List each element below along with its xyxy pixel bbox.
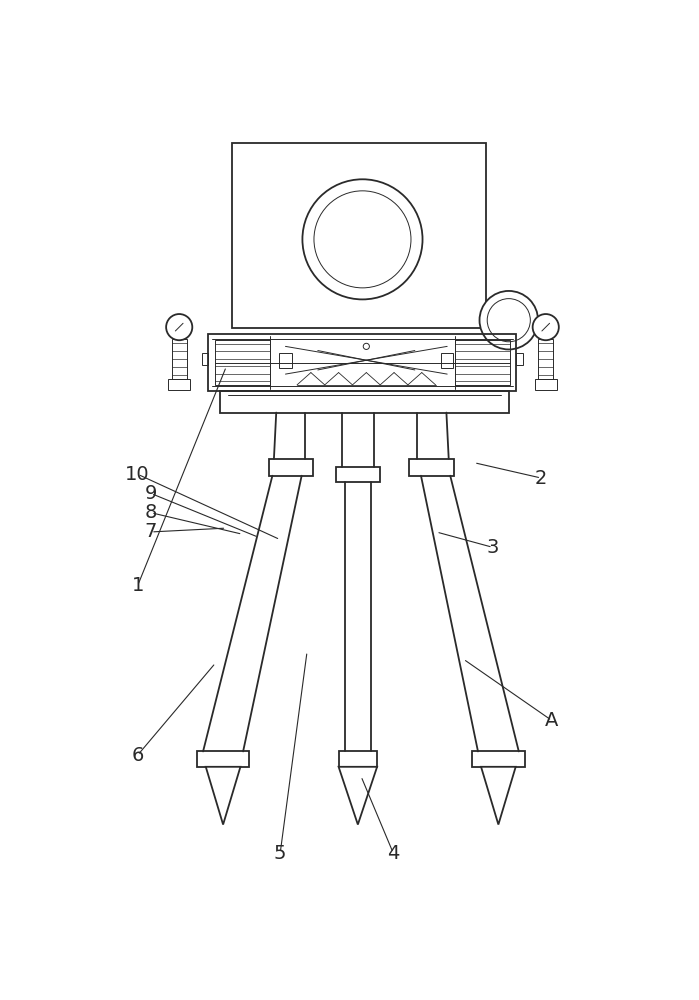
Bar [171,339,187,379]
Text: 8: 8 [145,503,157,522]
Bar [280,353,291,368]
Bar [336,466,380,482]
Text: 4: 4 [387,844,399,863]
Bar [220,391,509,413]
Text: 3: 3 [487,538,499,557]
Bar [215,340,270,385]
Bar [208,334,517,391]
Text: 1: 1 [131,576,144,595]
Bar [535,379,556,389]
Text: 6: 6 [131,746,144,765]
Text: A: A [545,711,559,730]
Bar [168,379,190,389]
Text: 7: 7 [145,522,157,541]
Circle shape [363,343,369,349]
Bar [410,459,454,476]
Text: 9: 9 [145,484,157,503]
Bar [455,340,510,385]
Polygon shape [338,767,377,825]
Bar [441,353,454,368]
Bar [231,143,486,328]
Text: 10: 10 [125,465,150,484]
Bar [202,353,208,365]
Bar [538,339,554,379]
Polygon shape [206,767,240,825]
Bar [517,353,523,365]
Text: 5: 5 [274,844,287,863]
Polygon shape [481,767,516,825]
Text: 2: 2 [535,469,547,488]
Bar [197,751,250,767]
Circle shape [480,291,538,349]
Circle shape [533,314,559,340]
Bar [338,751,377,767]
Circle shape [166,314,192,340]
Bar [472,751,525,767]
Bar [268,459,313,476]
